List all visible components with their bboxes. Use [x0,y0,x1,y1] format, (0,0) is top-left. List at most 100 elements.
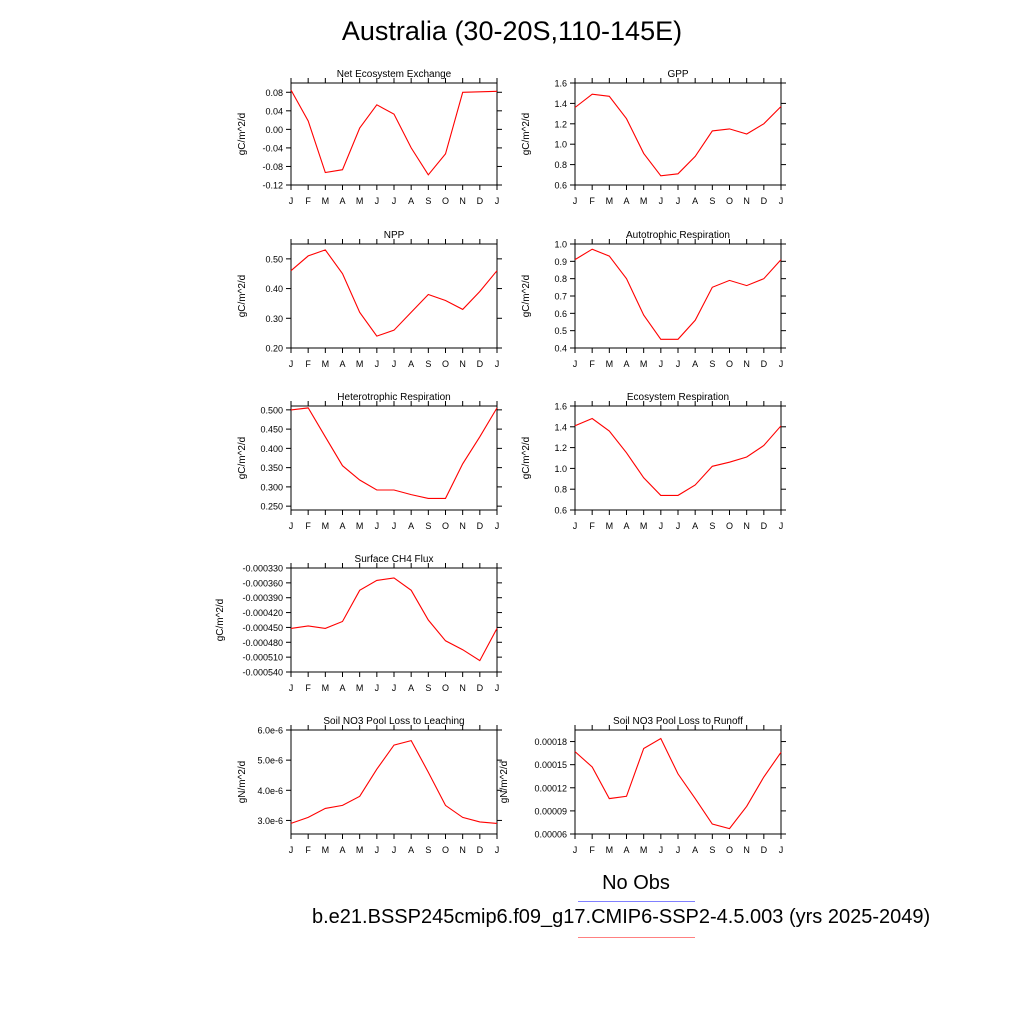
data-point [462,91,464,93]
x-tick-label: N [459,683,466,693]
x-tick-label: J [392,196,397,206]
series-line [290,407,498,499]
chart-panel-5: Heterotrophic Respiration 0.500 0.450 0.400… [237,392,502,531]
x-tick-label: J [392,521,397,531]
y-tick-label: 0.8 [554,274,567,284]
y-axis-label: gN/m^2/d [237,761,248,804]
x-tick-label: A [339,359,345,369]
x-tick-label: A [692,521,698,531]
x-tick-label: S [709,359,715,369]
x-tick-label: J [375,196,380,206]
x-tick-label: N [459,521,466,531]
data-point [359,589,361,591]
chart-title: Soil NO3 Pool Loss to Leaching [323,716,464,727]
x-tick-label: D [477,683,484,693]
plot-frame [290,567,498,673]
y-tick-label: 5.0e-6 [257,756,283,766]
y-tick-label: 0.250 [260,502,283,512]
y-tick-label: 0.40 [265,284,283,294]
x-tick-label: O [726,845,733,855]
chart-title: Soil NO3 Pool Loss to Runoff [613,716,743,727]
x-tick-label: N [743,196,750,206]
y-axis-label: gC/m^2/d [237,437,248,480]
x-tick-label: J [779,196,784,206]
data-point [763,445,765,447]
y-tick-label: 0.00012 [534,783,567,793]
y-tick-label: 1.4 [554,422,567,432]
data-point [591,93,593,95]
data-point [462,649,464,651]
data-point [712,287,714,289]
y-tick-label: -0.000360 [242,578,283,588]
x-tick-label: M [640,521,648,531]
series-line [290,739,498,824]
x-tick-label: F [305,845,311,855]
x-tick-label: S [425,359,431,369]
data-point [359,127,361,129]
data-point [729,461,731,463]
x-tick-label: J [375,683,380,693]
y-tick-label: -0.12 [262,181,283,191]
x-tick-label: J [659,521,664,531]
y-tick-label: 0.400 [260,444,283,454]
y-axis-label: gC/m^2/d [237,275,248,318]
x-tick-label: A [692,359,698,369]
x-tick-label: N [459,196,466,206]
x-tick-label: A [623,521,629,531]
data-point [290,823,292,825]
x-tick-label: J [573,521,578,531]
data-point [393,489,395,491]
y-axis-label: gN/m^2/d [499,761,510,804]
x-tick-label: M [322,521,330,531]
x-tick-label: J [392,845,397,855]
data-point [393,329,395,331]
y-tick-label: -0.000450 [242,623,283,633]
data-point [643,477,645,479]
x-tick-label: O [442,845,449,855]
x-tick-label: J [779,521,784,531]
x-tick-label: D [477,196,484,206]
plot-frame [574,405,782,511]
data-point [643,314,645,316]
data-point [290,628,292,630]
y-tick-label: 1.0 [554,240,567,250]
x-tick-label: O [442,196,449,206]
data-point [574,259,576,261]
x-tick-label: A [339,521,345,531]
data-point [591,248,593,250]
x-tick-label: N [743,359,750,369]
data-point [746,805,748,807]
y-tick-label: 1.0 [554,464,567,474]
x-tick-label: S [709,845,715,855]
data-point [763,123,765,125]
y-tick-label: 0.9 [554,257,567,267]
x-tick-label: M [640,845,648,855]
x-tick-label: F [589,196,595,206]
data-point [393,113,395,115]
data-point [677,495,679,497]
y-axis-label: gC/m^2/d [521,113,532,156]
data-point [376,489,378,491]
y-tick-label: -0.08 [262,162,283,172]
data-point [496,628,498,630]
series-line [574,417,782,496]
chart-panel-7: Surface CH4 Flux -0.000330 -0.000360 -0.000… [215,554,502,693]
data-point [359,479,361,481]
x-tick-label: J [573,196,578,206]
x-tick-label: J [659,196,664,206]
x-tick-label: F [305,683,311,693]
chart-panel-4: Autotrophic Respiration 1.0 0.9 0.8 0.7 0.6 0.… [521,230,786,369]
x-tick-label: M [606,521,614,531]
y-tick-label: 1.2 [554,443,567,453]
x-tick-label: J [392,683,397,693]
x-tick-label: M [356,845,364,855]
data-point [428,771,430,773]
x-tick-label: D [761,359,768,369]
data-point [694,319,696,321]
y-tick-label: 1.4 [554,99,567,109]
x-tick-label: J [392,359,397,369]
y-tick-label: 0.00 [265,125,283,135]
data-point [746,133,748,135]
x-tick-label: J [676,845,681,855]
chart-title: Net Ecosystem Exchange [337,69,452,80]
